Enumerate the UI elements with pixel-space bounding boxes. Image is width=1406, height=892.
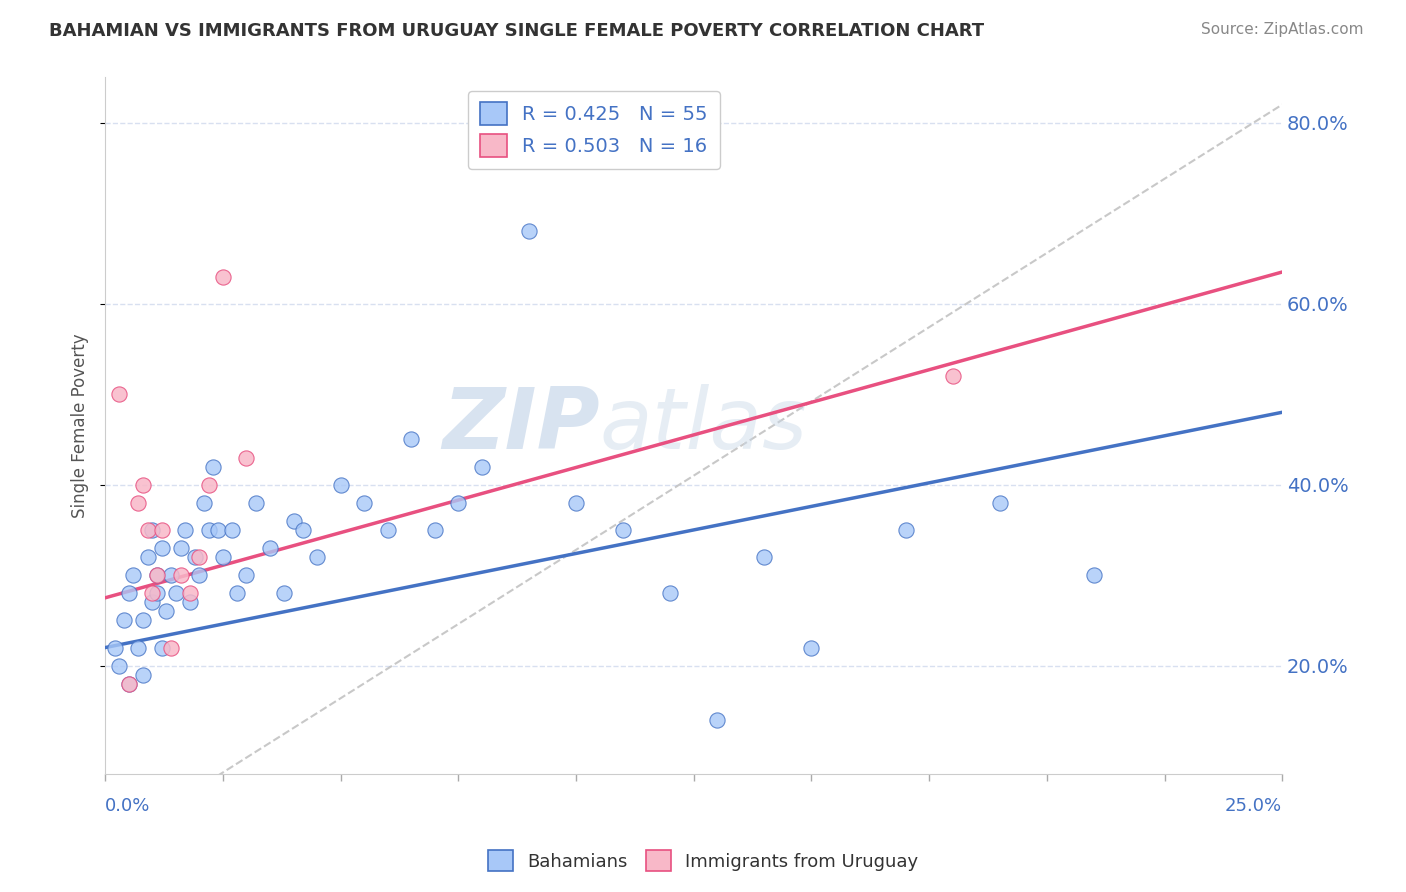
Point xyxy=(122,568,145,582)
Point xyxy=(1083,568,1105,582)
Point xyxy=(127,640,149,655)
Point xyxy=(141,595,163,609)
Legend: Bahamians, Immigrants from Uruguay: Bahamians, Immigrants from Uruguay xyxy=(481,843,925,879)
Point xyxy=(612,523,634,537)
Point xyxy=(118,677,141,691)
Y-axis label: Single Female Poverty: Single Female Poverty xyxy=(72,334,89,518)
Point xyxy=(136,523,159,537)
Point xyxy=(377,523,399,537)
Point xyxy=(108,658,131,673)
Point xyxy=(447,496,470,510)
Point xyxy=(517,224,540,238)
Point xyxy=(127,496,149,510)
Point xyxy=(160,568,183,582)
Point xyxy=(273,586,295,600)
Point xyxy=(169,541,191,555)
Point xyxy=(150,523,173,537)
Point xyxy=(245,496,267,510)
Point xyxy=(894,523,917,537)
Point xyxy=(291,523,314,537)
Point xyxy=(942,369,965,384)
Point xyxy=(235,450,257,465)
Point xyxy=(141,586,163,600)
Point xyxy=(132,477,155,491)
Point xyxy=(160,640,183,655)
Point xyxy=(104,640,127,655)
Point xyxy=(188,550,211,565)
Point xyxy=(706,713,728,727)
Point xyxy=(800,640,823,655)
Text: ZIP: ZIP xyxy=(441,384,599,467)
Point xyxy=(221,523,243,537)
Text: atlas: atlas xyxy=(599,384,807,467)
Point xyxy=(197,477,219,491)
Point xyxy=(353,496,375,510)
Point xyxy=(754,550,776,565)
Point xyxy=(108,387,131,401)
Point xyxy=(226,586,249,600)
Point xyxy=(179,586,201,600)
Point xyxy=(193,496,215,510)
Point xyxy=(659,586,682,600)
Text: BAHAMIAN VS IMMIGRANTS FROM URUGUAY SINGLE FEMALE POVERTY CORRELATION CHART: BAHAMIAN VS IMMIGRANTS FROM URUGUAY SING… xyxy=(49,22,984,40)
Point xyxy=(259,541,281,555)
Point xyxy=(183,550,205,565)
Point xyxy=(136,550,159,565)
Point xyxy=(150,640,173,655)
Point xyxy=(174,523,197,537)
Text: 0.0%: 0.0% xyxy=(105,797,150,815)
Point xyxy=(132,667,155,681)
Point xyxy=(307,550,329,565)
Point xyxy=(146,586,169,600)
Point xyxy=(146,568,169,582)
Text: 25.0%: 25.0% xyxy=(1225,797,1282,815)
Point xyxy=(329,477,352,491)
Point xyxy=(112,614,135,628)
Point xyxy=(132,614,155,628)
Point xyxy=(150,541,173,555)
Point xyxy=(235,568,257,582)
Legend: R = 0.425   N = 55, R = 0.503   N = 16: R = 0.425 N = 55, R = 0.503 N = 16 xyxy=(468,91,720,169)
Text: Source: ZipAtlas.com: Source: ZipAtlas.com xyxy=(1201,22,1364,37)
Point xyxy=(399,433,422,447)
Point xyxy=(471,459,494,474)
Point xyxy=(283,514,305,528)
Point xyxy=(165,586,187,600)
Point xyxy=(118,586,141,600)
Point xyxy=(118,677,141,691)
Point xyxy=(155,604,177,618)
Point xyxy=(197,523,219,537)
Point xyxy=(988,496,1011,510)
Point xyxy=(207,523,229,537)
Point xyxy=(202,459,225,474)
Point xyxy=(565,496,588,510)
Point xyxy=(423,523,446,537)
Point xyxy=(146,568,169,582)
Point xyxy=(212,269,235,284)
Point xyxy=(141,523,163,537)
Point xyxy=(188,568,211,582)
Point xyxy=(169,568,191,582)
Point xyxy=(212,550,235,565)
Point xyxy=(179,595,201,609)
